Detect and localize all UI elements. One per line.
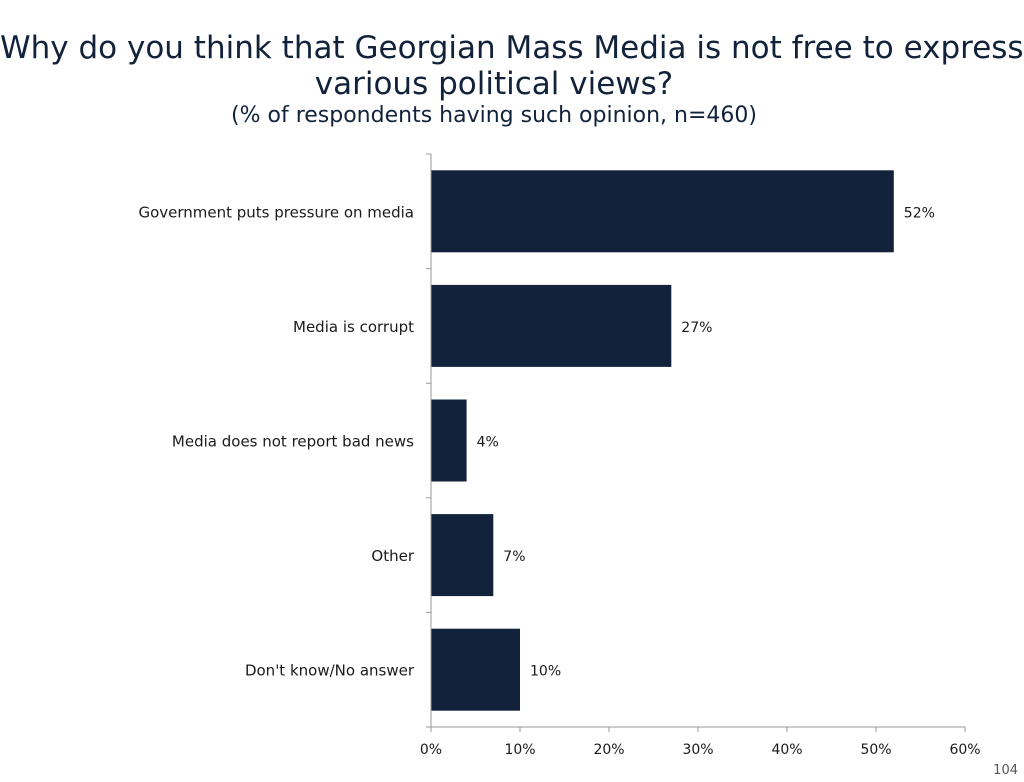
x-tick-label: 40% xyxy=(771,742,802,758)
category-label: Government puts pressure on media xyxy=(138,203,414,221)
category-label: Media is corrupt xyxy=(293,318,414,336)
category-label: Don't know/No answer xyxy=(245,662,415,680)
data-label: 4% xyxy=(477,435,499,451)
chart-title-line-1: Why do you think that Georgian Mass Medi… xyxy=(0,30,1024,66)
x-tick-label: 30% xyxy=(682,742,713,758)
data-label: 27% xyxy=(681,320,712,336)
bar xyxy=(431,170,894,253)
category-label: Media does not report bad news xyxy=(172,433,414,451)
x-tick-label: 0% xyxy=(420,742,442,758)
bar xyxy=(431,628,520,711)
chart-title-block: Why do you think that Georgian Mass Medi… xyxy=(0,30,1024,130)
bar xyxy=(431,514,494,597)
page-number: 104 xyxy=(993,763,1018,778)
chart-subtitle: (% of respondents having such opinion, n… xyxy=(231,103,757,128)
x-tick-label: 20% xyxy=(593,742,624,758)
x-tick-label: 10% xyxy=(504,742,535,758)
data-label: 7% xyxy=(503,549,525,565)
category-label: Other xyxy=(371,547,414,565)
chart-title-line-2: various political views? xyxy=(314,66,674,102)
data-label: 52% xyxy=(904,205,935,221)
x-tick-label: 50% xyxy=(860,742,891,758)
x-tick-label: 60% xyxy=(949,742,980,758)
bar xyxy=(431,399,467,482)
data-label: 10% xyxy=(530,664,561,680)
bar xyxy=(431,284,672,367)
